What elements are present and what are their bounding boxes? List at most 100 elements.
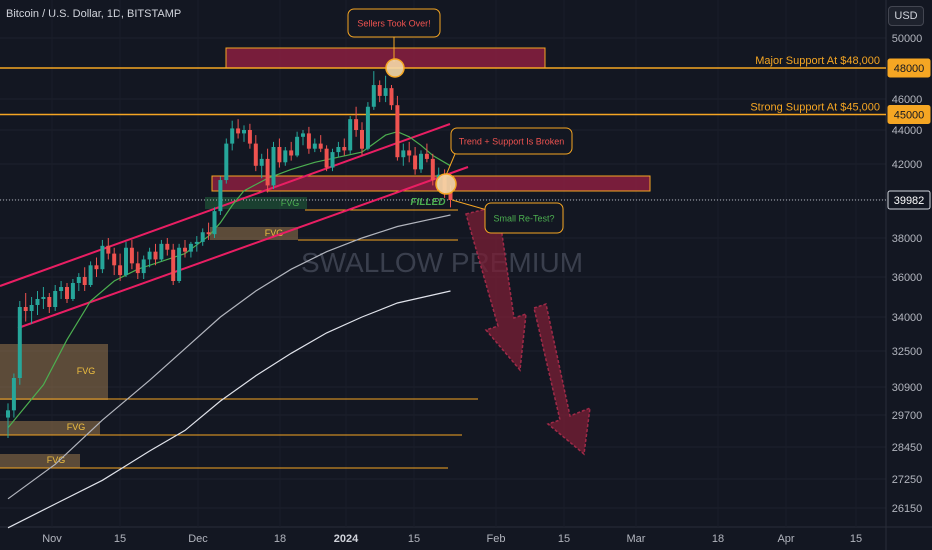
x-tick-label: 2024: [334, 533, 359, 545]
y-tick-label: 30900: [892, 382, 923, 394]
y-tick-label: 36000: [892, 272, 923, 284]
candle-body: [312, 143, 317, 149]
y-tick-label: 44000: [892, 125, 923, 137]
channel-upper-line: [0, 123, 451, 287]
y-tick-label: 26150: [892, 503, 923, 515]
candle-body: [354, 119, 359, 130]
y-tick-label: 27250: [892, 474, 923, 486]
symbol-title: Bitcoin / U.S. Dollar, 1D, BITSTAMP: [6, 8, 182, 20]
candle-body: [389, 88, 394, 106]
candle-body: [236, 128, 241, 134]
candle-body: [11, 378, 16, 411]
candle-body: [348, 119, 353, 151]
watermark: SWALLOW PREMIUM: [301, 247, 583, 278]
sell-zone: [225, 47, 546, 69]
y-tick-label: 29700: [892, 410, 923, 422]
price-tag-label: 39982: [894, 195, 925, 207]
candle-body: [383, 88, 388, 96]
candle-body: [94, 265, 99, 270]
candle-body: [259, 158, 264, 166]
candle-body: [183, 247, 187, 252]
candle-body: [342, 147, 347, 151]
candle-body: [247, 130, 252, 144]
candle-body: [230, 128, 235, 144]
filled-label: FILLED: [411, 197, 446, 208]
candle-body: [430, 158, 435, 181]
candle-body: [413, 155, 418, 170]
candle-body: [324, 148, 329, 168]
candle-body: [301, 133, 305, 137]
candle-body: [295, 136, 300, 156]
candle-body: [395, 105, 400, 158]
annotations: Sellers Took Over! Trend + Support Is Bro…: [347, 8, 573, 234]
channel-lower-line: [17, 166, 469, 329]
candle-body: [224, 143, 229, 181]
candle-body: [253, 143, 258, 166]
fvg-label: FVG: [77, 366, 96, 376]
currency-button[interactable]: USD: [888, 6, 924, 26]
fvg-box: [205, 197, 307, 209]
x-axis[interactable]: Nov 15 Dec 18 2024 15 Feb 15 Mar 18 Apr 15: [42, 533, 862, 545]
x-tick-label: Mar: [627, 533, 646, 545]
candle-body: [88, 265, 93, 285]
callout-text: Small Re-Test?: [493, 214, 554, 224]
y-axis[interactable]: 50000 46000 44000 42000 38000 36000 34000 32500…: [892, 33, 923, 515]
candle-body: [360, 130, 364, 149]
candle-body: [159, 243, 164, 260]
candle-body: [188, 243, 193, 252]
fvg-box: [0, 421, 100, 435]
candles: [6, 71, 453, 439]
down-arrow: [533, 303, 591, 456]
price-tag-label: 45000: [894, 110, 925, 122]
candle-body: [283, 150, 288, 163]
support-level-label: Strong Support At $45,000: [750, 102, 880, 114]
candle-body: [29, 305, 34, 311]
candle-body: [129, 247, 134, 264]
fvg-label: FVG: [67, 422, 86, 432]
candle-body: [76, 277, 81, 283]
candle-body: [118, 265, 123, 276]
candle-body: [194, 241, 199, 244]
moving-average-line: [7, 290, 451, 529]
candle-body: [289, 150, 294, 156]
candle-body: [448, 192, 453, 200]
candle-body: [41, 297, 46, 299]
x-tick-label: 18: [274, 533, 286, 545]
candle-body: [277, 147, 282, 163]
x-tick-label: Apr: [777, 533, 794, 545]
x-tick-label: Nov: [42, 533, 62, 545]
candle-body: [124, 247, 128, 276]
candle-body: [165, 243, 170, 250]
y-tick-label: 46000: [892, 94, 923, 106]
candle-body: [200, 232, 205, 242]
y-tick-label: 38000: [892, 233, 923, 245]
candle-body: [141, 259, 146, 274]
candle-body: [271, 147, 276, 186]
candle-body: [135, 263, 140, 274]
callout-pointer: [451, 199, 488, 211]
candle-body: [424, 153, 429, 159]
candle-body: [407, 150, 412, 156]
price-tag-label: 48000: [894, 63, 925, 75]
candle-body: [377, 85, 382, 96]
candle-body: [318, 143, 323, 149]
candle-body: [82, 277, 87, 285]
y-tick-label: 50000: [892, 33, 923, 45]
support-level-label: Major Support At $48,000: [755, 55, 880, 67]
candle-body: [419, 153, 423, 170]
y-tick-label: 34000: [892, 312, 923, 324]
candle-body: [70, 283, 75, 299]
support-levels: Major Support At $48,000 Strong Support A…: [0, 55, 886, 201]
callout-box: [347, 8, 441, 38]
candle-body: [59, 287, 64, 291]
candle-body: [100, 245, 105, 270]
candle-body: [65, 287, 69, 299]
candle-body: [336, 147, 341, 153]
candle-body: [6, 410, 10, 418]
x-tick-label: 15: [408, 533, 420, 545]
candle-body: [218, 180, 223, 212]
candle-body: [112, 253, 117, 266]
candle-body: [147, 251, 152, 260]
